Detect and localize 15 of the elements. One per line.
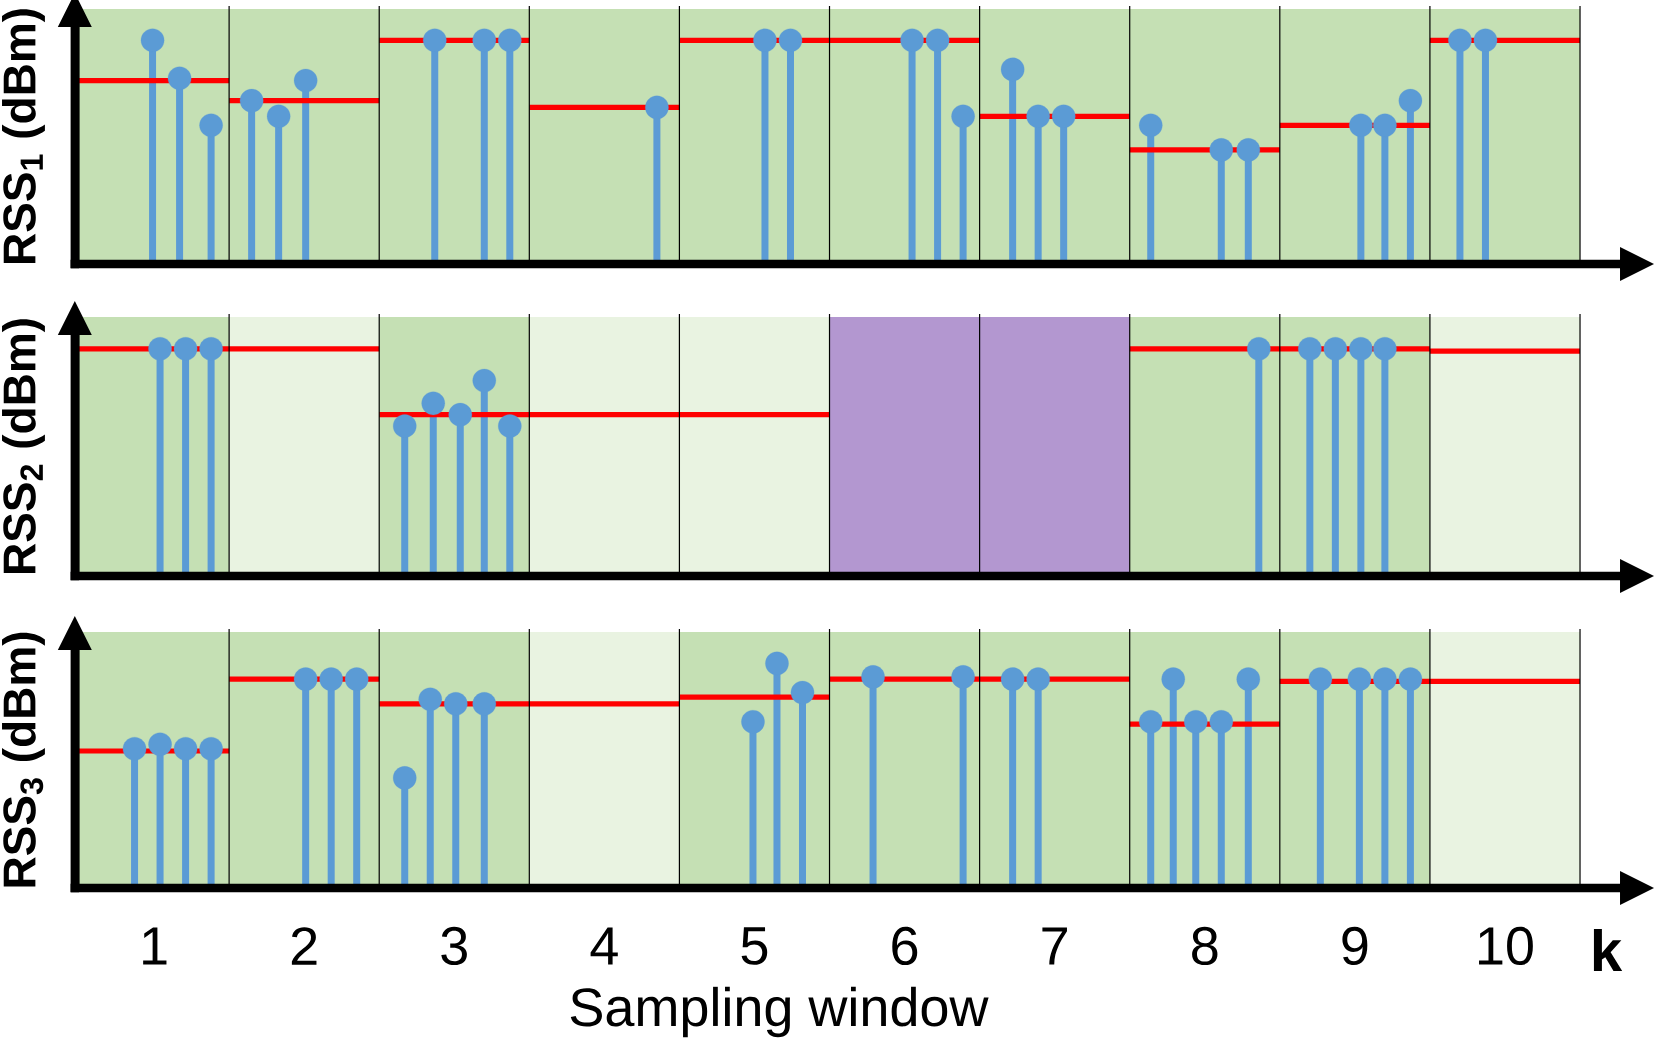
y-axis-title: RSS$_{2}$ (dBm) — [2, 319, 45, 573]
x-tick-label: 3 — [441, 926, 467, 966]
x-tick-label: 6 — [892, 926, 918, 966]
x-tick-label: 9 — [1342, 926, 1368, 966]
x-tick-label: 7 — [1042, 927, 1067, 965]
y-axis-title: RSS$_{3}$ (dBm) — [2, 632, 45, 887]
x-tick-label: 5 — [741, 927, 768, 965]
x-tick-label: 8 — [1192, 926, 1218, 966]
y-axis-title: RSS$_{1}$ (dBm) — [2, 9, 45, 263]
x-axis-title: Sampling window — [570, 986, 989, 1038]
text: k — [1593, 928, 1623, 971]
x-tick-label: 10 — [1479, 926, 1533, 966]
x-tick-label: 4 — [590, 927, 618, 965]
x-tick-label: 1 — [143, 927, 167, 965]
x-tick-label: 2 — [291, 927, 317, 965]
